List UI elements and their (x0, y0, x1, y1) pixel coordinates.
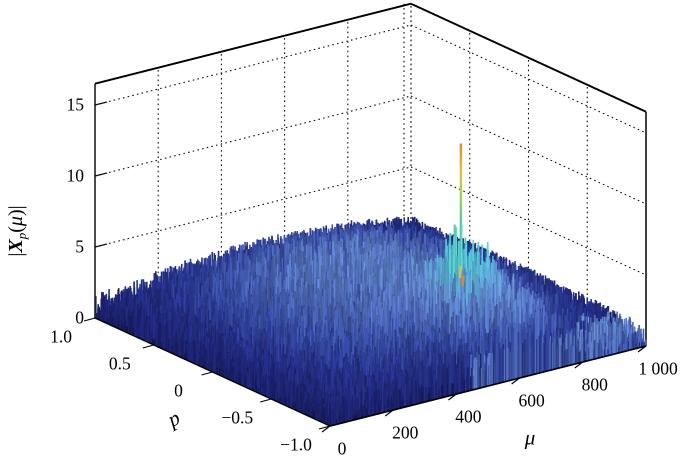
z-label-X: X (5, 239, 27, 253)
z-label-bar-left: | (5, 252, 27, 257)
z-label-close: )| (5, 205, 27, 217)
z-label-mu: μ (5, 216, 27, 227)
mu-tick-label: 0 (337, 438, 347, 459)
mu-axis-label: μ (524, 425, 536, 450)
z-tick-label: 15 (66, 94, 85, 115)
z-tick-label: 5 (75, 236, 84, 257)
p-tick-label: 0 (174, 380, 183, 401)
mu-tick-label: 400 (455, 406, 482, 427)
p-tick-label: −0.5 (221, 407, 254, 428)
p-tick-label: 1.0 (50, 326, 72, 347)
z-tick-label: 10 (66, 165, 85, 186)
p-tick-label: 0.5 (108, 353, 131, 374)
z-axis-label: |Xp(μ)| (5, 205, 29, 257)
mu-tick-label: 800 (581, 374, 608, 395)
mu-tick-label: 200 (392, 422, 419, 443)
z-label-sub-p: p (14, 232, 29, 240)
mu-tick-label: 1 000 (638, 358, 678, 379)
p-tick-label: −1.0 (280, 434, 312, 455)
z-tick-label: 0 (75, 307, 84, 328)
z-label-paren-open: ( (5, 226, 27, 233)
mu-tick-label: 600 (518, 390, 545, 411)
